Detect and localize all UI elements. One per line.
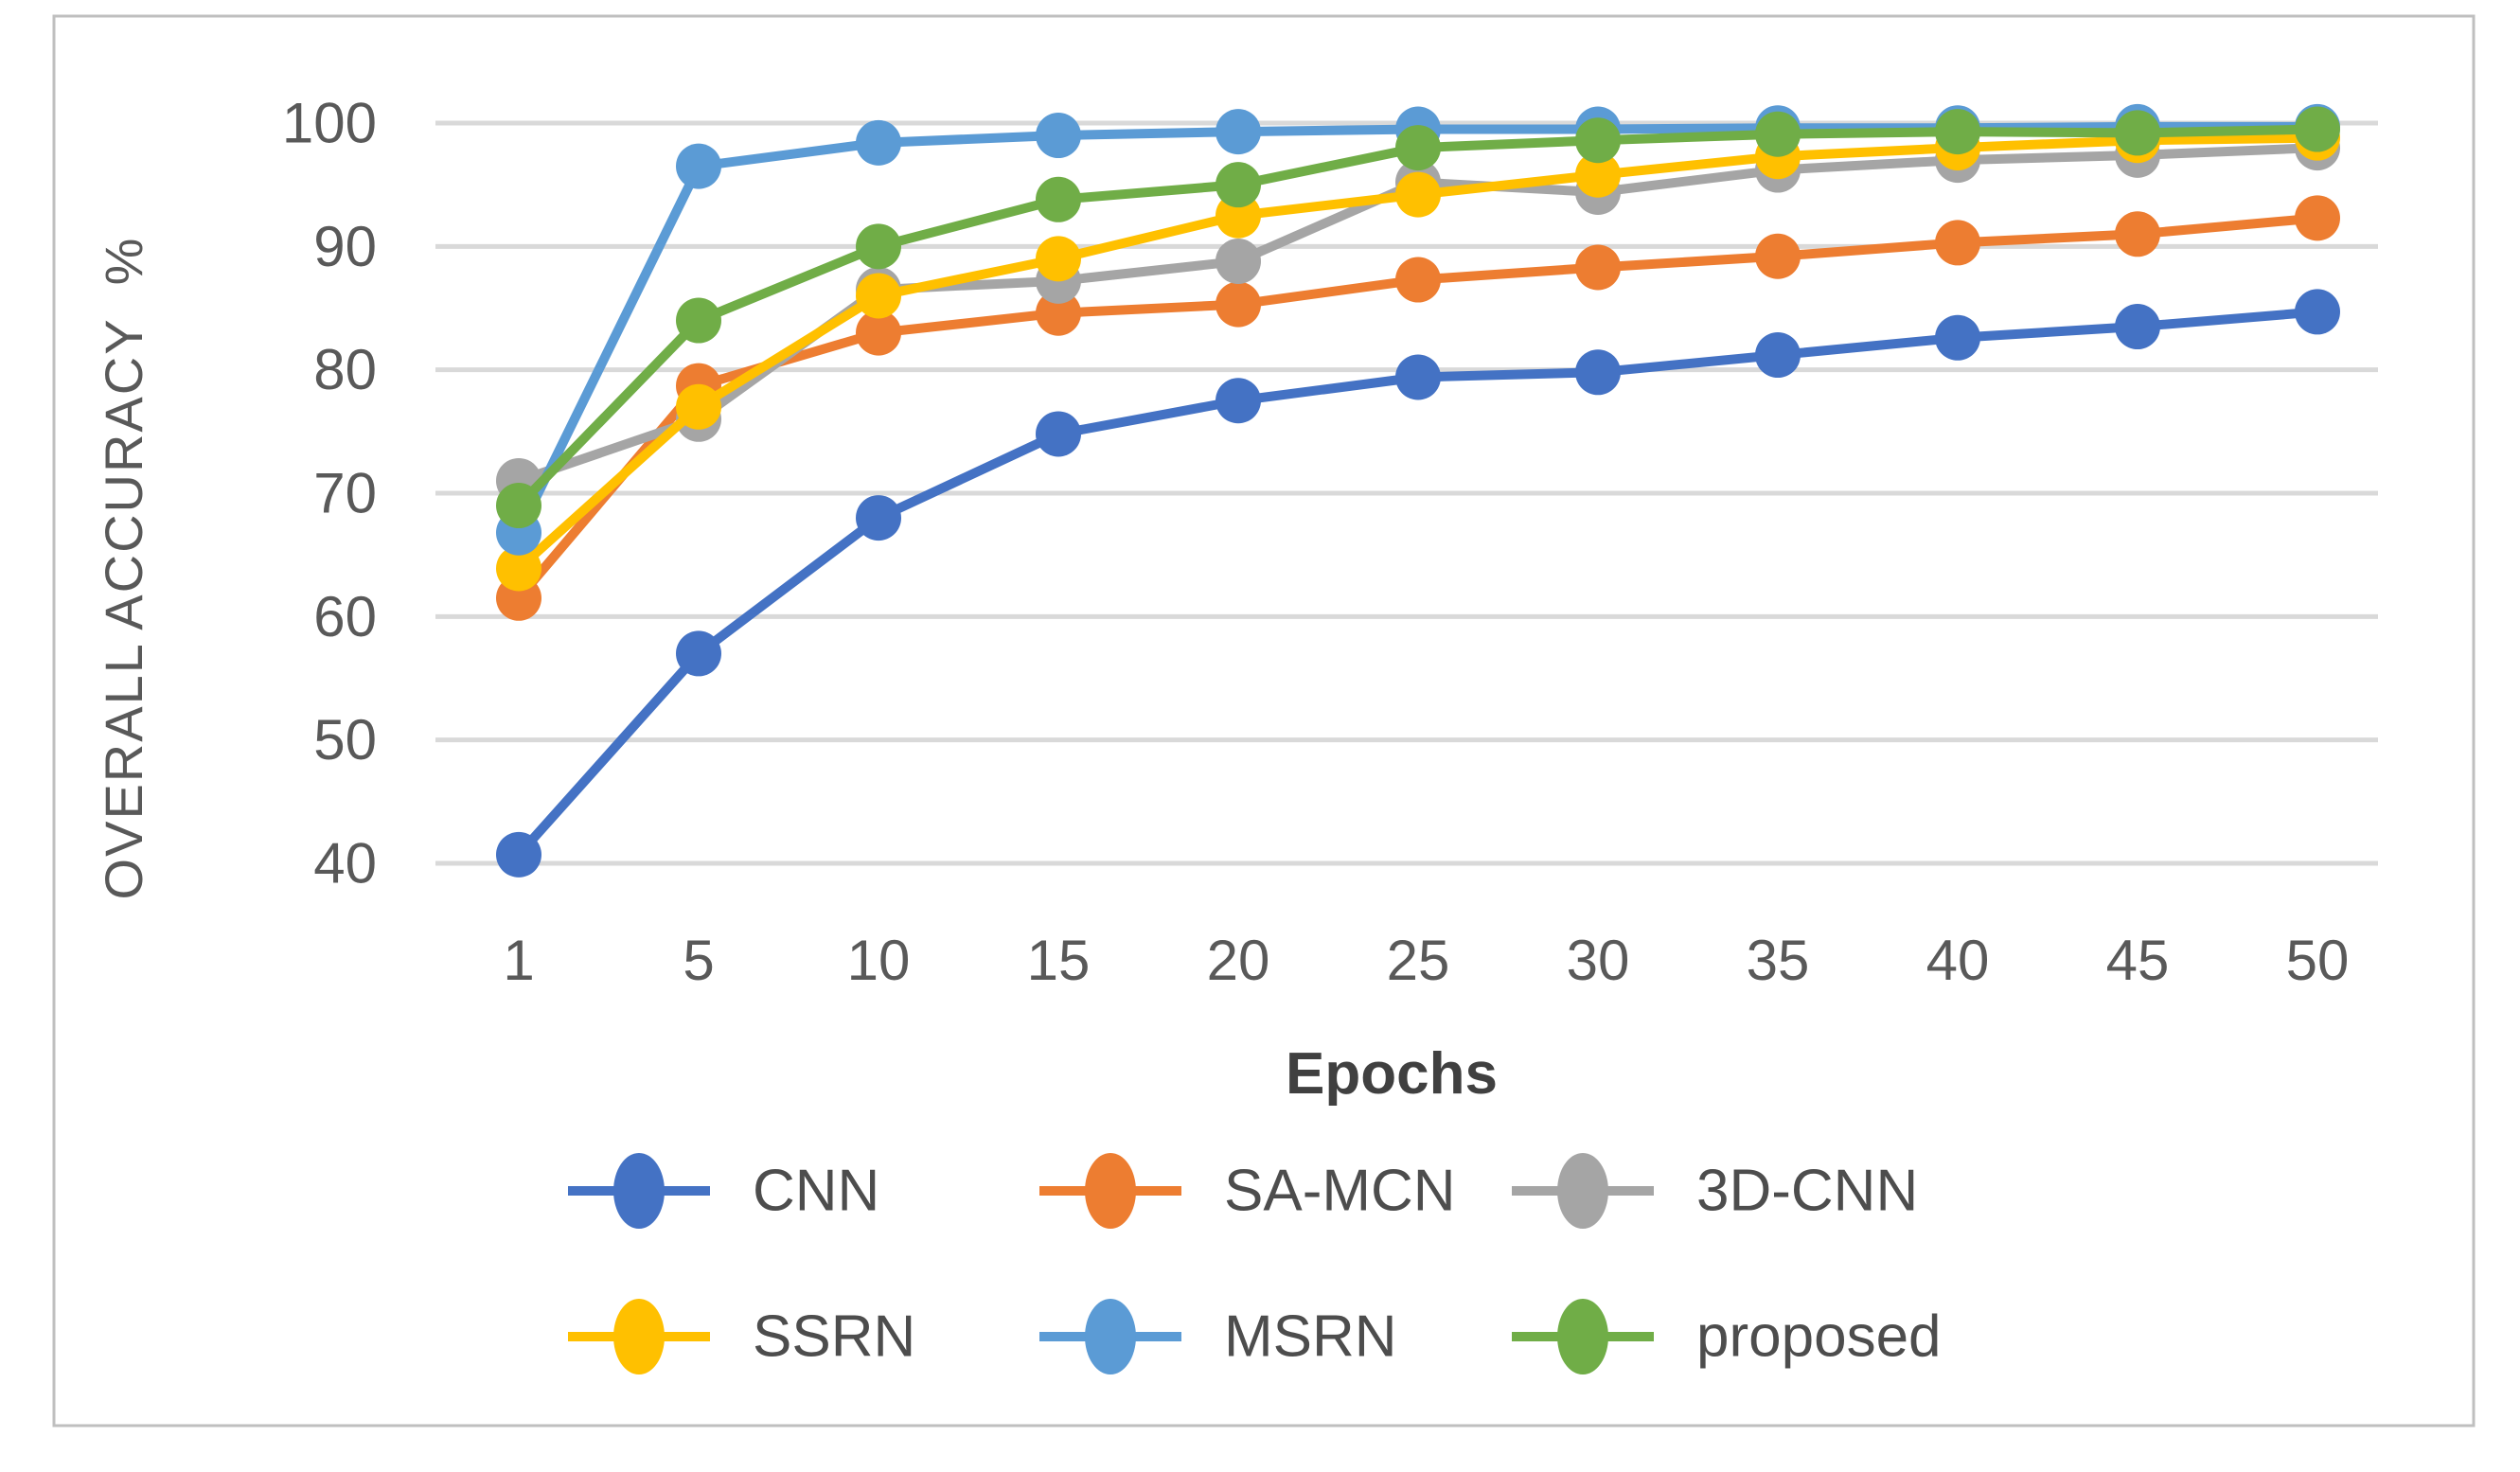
series-proposed	[496, 106, 2340, 529]
data-point-proposed-20	[1216, 162, 1261, 208]
legend-marker-3d-cnn	[1557, 1153, 1608, 1229]
data-point-ssrn-25	[1395, 171, 1441, 218]
x-tick-label-20: 20	[1207, 929, 1270, 992]
legend-label-sa-mcn: SA-MCN	[1224, 1159, 1456, 1224]
legend-marker-msrn	[1085, 1299, 1136, 1374]
chart-outer-border	[52, 14, 2476, 1428]
legend: CNN SA-MCN 3D-CNN SSRN MSRN proposed	[568, 1153, 1942, 1374]
legend-marker-cnn	[613, 1153, 665, 1229]
legend-marker-proposed	[1557, 1299, 1608, 1374]
data-point-cnn-10	[856, 495, 901, 541]
legend-item-msrn: MSRN	[1039, 1299, 1397, 1374]
data-point-sa-mcn-45	[2115, 211, 2160, 257]
data-point-msrn-5	[676, 143, 721, 189]
data-point-cnn-5	[676, 630, 721, 677]
data-point-proposed-50	[2295, 106, 2340, 152]
legend-label-cnn: CNN	[753, 1159, 879, 1224]
data-point-sa-mcn-20	[1216, 281, 1261, 328]
data-point-cnn-20	[1216, 378, 1261, 424]
y-tick-label-50: 50	[313, 708, 377, 771]
data-point-msrn-10	[856, 119, 901, 166]
data-point-cnn-30	[1575, 349, 1621, 396]
legend-item-proposed: proposed	[1512, 1299, 1942, 1374]
data-point-proposed-1	[496, 483, 541, 529]
data-point-msrn-15	[1036, 113, 1081, 159]
data-point-ssrn-10	[856, 273, 901, 319]
x-axis-title: Epochs	[1286, 1041, 1498, 1107]
data-point-sa-mcn-35	[1755, 233, 1801, 279]
x-tick-label-45: 45	[2106, 929, 2170, 992]
data-point-ssrn-15	[1036, 236, 1081, 282]
data-point-cnn-15	[1036, 411, 1081, 457]
y-tick-label-90: 90	[313, 215, 377, 278]
y-tick-label-60: 60	[313, 585, 377, 648]
x-tick-label-15: 15	[1027, 929, 1091, 992]
legend-item-ssrn: SSRN	[568, 1299, 915, 1374]
x-tick-label-40: 40	[1926, 929, 1990, 992]
data-point-proposed-40	[1935, 109, 1980, 155]
y-tick-label-100: 100	[282, 92, 377, 155]
data-point-proposed-30	[1575, 117, 1621, 164]
data-point-sa-mcn-40	[1935, 220, 1980, 266]
y-tick-label-70: 70	[313, 462, 377, 525]
legend-item-sa-mcn: SA-MCN	[1039, 1153, 1456, 1229]
data-point-ssrn-30	[1575, 151, 1621, 198]
legend-label-msrn: MSRN	[1224, 1304, 1397, 1370]
series-ssrn	[496, 115, 2340, 592]
legend-label-3d-cnn: 3D-CNN	[1696, 1159, 1918, 1224]
data-point-msrn-20	[1216, 109, 1261, 155]
legend-marker-sa-mcn	[1085, 1153, 1136, 1229]
data-point-sa-mcn-30	[1575, 244, 1621, 291]
legend-item-cnn: CNN	[568, 1153, 879, 1229]
data-point-ssrn-1	[496, 545, 541, 592]
data-point-cnn-45	[2115, 304, 2160, 350]
legend-label-ssrn: SSRN	[753, 1304, 915, 1370]
x-axis-tick-labels: 1 5 10 15 20 25 30 35 40 45 50	[503, 929, 2349, 992]
y-tick-label-40: 40	[313, 832, 377, 896]
series-sa-mcn	[496, 195, 2340, 621]
y-axis-title: OVERALL ACCURACY %	[94, 237, 153, 900]
series-plot-area	[496, 103, 2340, 878]
x-tick-label-25: 25	[1387, 929, 1450, 992]
data-point-cnn-35	[1755, 332, 1801, 379]
data-point-cnn-50	[2295, 289, 2340, 335]
data-point-proposed-25	[1395, 125, 1441, 171]
data-point-proposed-5	[676, 297, 721, 344]
y-axis-tick-labels: 40 50 60 70 80 90 100	[282, 92, 377, 896]
data-point-proposed-10	[856, 223, 901, 270]
x-tick-label-1: 1	[503, 929, 534, 992]
data-point-proposed-15	[1036, 176, 1081, 222]
data-point-cnn-40	[1935, 314, 1980, 361]
data-point-cnn-1	[496, 831, 541, 878]
data-point-ssrn-5	[676, 383, 721, 430]
x-tick-label-50: 50	[2286, 929, 2350, 992]
x-tick-label-30: 30	[1567, 929, 1630, 992]
legend-marker-ssrn	[613, 1299, 665, 1374]
y-tick-label-80: 80	[313, 338, 377, 401]
series-cnn	[496, 289, 2340, 878]
data-point-sa-mcn-50	[2295, 195, 2340, 241]
x-tick-label-10: 10	[847, 929, 911, 992]
data-point-proposed-45	[2115, 110, 2160, 156]
data-point-sa-mcn-10	[856, 310, 901, 356]
x-tick-label-35: 35	[1747, 929, 1810, 992]
data-point-sa-mcn-15	[1036, 290, 1081, 336]
data-point-sa-mcn-25	[1395, 257, 1441, 303]
data-point-cnn-25	[1395, 354, 1441, 400]
legend-label-proposed: proposed	[1696, 1304, 1942, 1370]
data-point-proposed-35	[1755, 111, 1801, 157]
legend-item-3d-cnn: 3D-CNN	[1512, 1153, 1918, 1229]
x-tick-label-5: 5	[683, 929, 714, 992]
data-point-3d-cnn-20	[1216, 238, 1261, 284]
